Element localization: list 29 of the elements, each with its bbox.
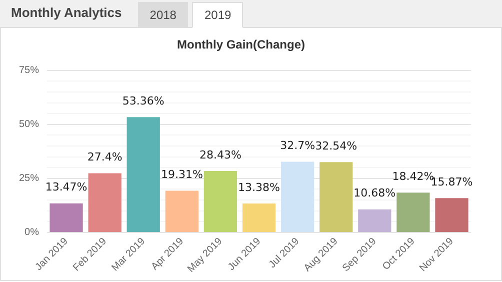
data-label: 27.4% bbox=[87, 150, 122, 164]
bar bbox=[88, 173, 122, 232]
data-label: 10.68% bbox=[354, 186, 396, 200]
data-label: 18.42% bbox=[392, 170, 434, 184]
bar bbox=[242, 204, 276, 232]
bar bbox=[204, 171, 238, 232]
text: 2018 bbox=[138, 2, 188, 28]
data-label: 13.38% bbox=[238, 180, 280, 194]
bar bbox=[435, 198, 468, 232]
data-label: 28.43% bbox=[199, 148, 242, 162]
y-tick-label: 25% bbox=[19, 173, 40, 184]
chart-title: Monthly Analytics bbox=[10, 5, 123, 22]
text: 2019 bbox=[192, 2, 244, 28]
bar bbox=[165, 190, 198, 232]
data-label: 53.36% bbox=[122, 94, 164, 108]
bar bbox=[50, 203, 83, 232]
bar bbox=[320, 162, 353, 232]
chart-subtitle: Monthly Gain(Change) bbox=[177, 38, 305, 52]
y-tick-label: 50% bbox=[19, 119, 40, 130]
bar bbox=[358, 209, 392, 232]
bar bbox=[396, 192, 430, 232]
data-label: 19.31% bbox=[160, 168, 203, 182]
data-label: 32.7% bbox=[280, 139, 316, 152]
data-label: 32.54% bbox=[315, 140, 358, 153]
bar bbox=[126, 117, 160, 232]
y-tick-label: 75% bbox=[19, 65, 40, 76]
data-label: 13.47% bbox=[45, 180, 88, 194]
bar bbox=[280, 162, 314, 232]
y-tick-label: 0% bbox=[24, 227, 40, 238]
